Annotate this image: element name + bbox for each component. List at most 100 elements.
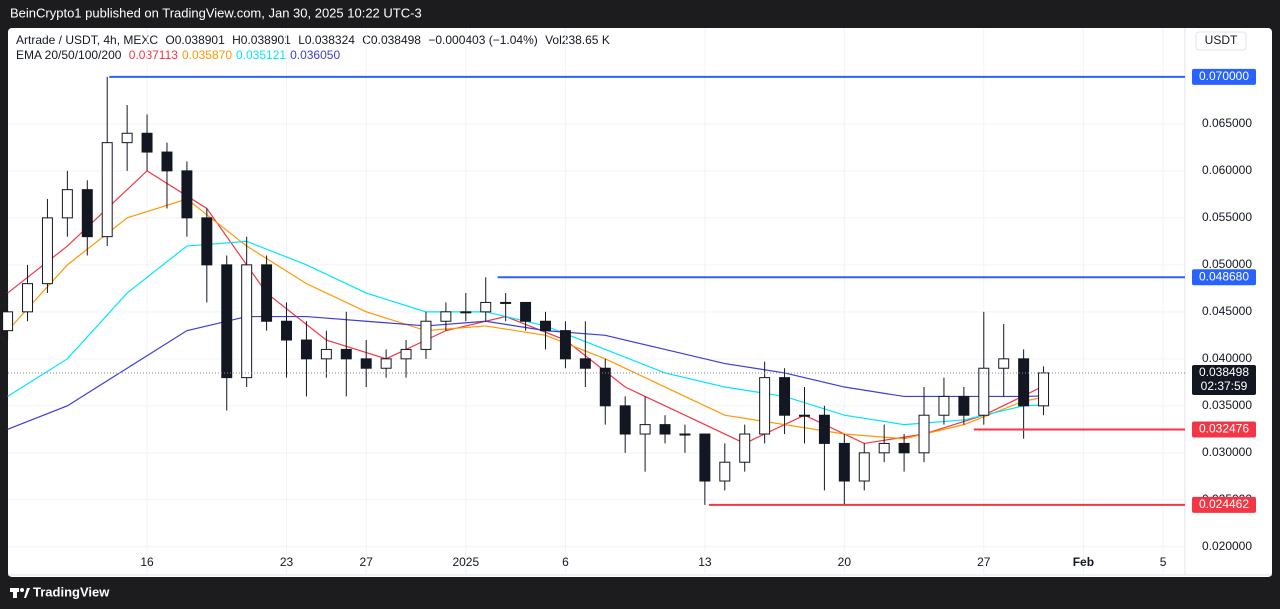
candle-body <box>998 358 1010 369</box>
x-tick-label: 2025 <box>452 555 479 569</box>
level-label-box <box>1192 68 1256 85</box>
candle-body <box>61 189 73 219</box>
candle-body <box>360 358 372 369</box>
candle-body <box>281 320 292 341</box>
candle-body <box>181 170 193 219</box>
level-label: 0.070000 <box>1199 69 1249 83</box>
change: −0.000403 (−1.04%) <box>428 33 537 47</box>
y-tick-label: 0.050000 <box>1202 257 1252 271</box>
candle-body <box>241 264 253 379</box>
candle-body <box>221 264 233 379</box>
last-price-label: 0.038498 <box>1199 365 1249 379</box>
x-tick-label: 16 <box>140 555 154 569</box>
indicator-value: 0.036050 <box>290 48 340 62</box>
legend-line: Artrade / USDT, 4h, MEXC O0.038901 H0.03… <box>16 33 610 47</box>
candle-body <box>400 348 412 360</box>
ema-line <box>7 170 1044 445</box>
candle-body <box>101 142 113 238</box>
level-label-box <box>1192 496 1256 513</box>
candle-body <box>978 367 990 416</box>
y-tick-label: 0.060000 <box>1202 163 1252 177</box>
y-tick-label: 0.035000 <box>1202 398 1252 412</box>
x-tick-label: 23 <box>280 555 294 569</box>
candle-body <box>938 395 950 416</box>
candle-body <box>480 301 492 313</box>
candle-body <box>1038 372 1050 407</box>
y-tick-label: 0.020000 <box>1202 539 1252 553</box>
ohlc: C0.038498 <box>362 33 421 47</box>
candle-body <box>679 433 691 436</box>
candle-body <box>779 377 791 416</box>
x-tick-label: 6 <box>562 555 569 569</box>
indicator-line: EMA 20/50/100/200 0.037113 0.035870 0.0351… <box>16 48 340 62</box>
candle-body <box>799 414 810 417</box>
candle-body <box>340 348 352 360</box>
last-price-time: 02:37:59 <box>1201 379 1248 393</box>
indicator-value: 0.037113 <box>129 48 178 62</box>
candle-body <box>759 377 771 435</box>
candle-body <box>579 358 591 369</box>
x-tick-label: 27 <box>977 555 991 569</box>
x-tick-label: 27 <box>360 555 374 569</box>
candle-body <box>619 405 631 435</box>
ohlc: O0.038901 <box>165 33 225 47</box>
candle-body <box>141 132 153 153</box>
level-label: 0.048680 <box>1199 269 1249 283</box>
candle-body <box>121 132 133 144</box>
candle-body <box>739 433 751 463</box>
x-tick-label: Feb <box>1073 555 1094 569</box>
candle-body <box>559 330 571 360</box>
indicator-label: EMA 20/50/100/200 <box>16 48 122 62</box>
candle-body <box>719 461 731 482</box>
candle-body <box>599 367 611 407</box>
candle-body <box>958 395 970 416</box>
chart-panel <box>8 28 1272 577</box>
publisher: BeinCrypto1 published on TradingView.com… <box>10 5 422 20</box>
x-tick-label: 5 <box>1160 555 1167 569</box>
currency-button[interactable] <box>1195 31 1247 51</box>
candle-body <box>639 424 651 435</box>
candle-body <box>420 320 432 350</box>
candle-body <box>81 189 93 238</box>
indicator-value: 0.035121 <box>236 48 286 62</box>
volume: Vol238.65 K <box>545 33 610 47</box>
candle-body <box>2 311 14 332</box>
brand-logo <box>10 588 30 598</box>
candle-body <box>41 217 53 285</box>
last-price-box <box>1192 364 1256 395</box>
candle-body <box>261 264 273 322</box>
candle-body <box>460 311 472 314</box>
candle-body <box>1018 358 1030 407</box>
currency[interactable]: USDT <box>1205 33 1238 47</box>
candle-body <box>320 348 332 360</box>
candle-body <box>659 424 671 435</box>
candle-body <box>300 339 312 360</box>
y-tick-label: 0.040000 <box>1202 351 1252 365</box>
y-tick-label: 0.030000 <box>1202 445 1252 459</box>
candle-body <box>500 301 512 304</box>
candle-body <box>22 283 34 313</box>
candle-body <box>918 414 930 454</box>
candle-body <box>520 301 532 322</box>
candle-body <box>440 311 452 322</box>
candle-body <box>540 320 551 332</box>
candle-body <box>201 217 213 266</box>
ohlc: H0.038901 <box>232 33 291 47</box>
ohlc: L0.038324 <box>298 33 355 47</box>
candle-body <box>858 452 870 482</box>
symbol-title: Artrade / USDT, 4h, MEXC <box>16 33 158 47</box>
candle-body <box>699 433 711 482</box>
level-label: 0.032476 <box>1199 422 1249 436</box>
candle-body <box>818 414 830 444</box>
candle-body <box>898 442 910 454</box>
level-label-box <box>1192 269 1256 286</box>
level-label-box <box>1192 421 1256 438</box>
x-tick-label: 20 <box>838 555 852 569</box>
level-label: 0.024462 <box>1199 497 1249 511</box>
candle-body <box>380 358 392 369</box>
candle-body <box>838 442 850 482</box>
indicator-value: 0.035870 <box>182 48 232 62</box>
candle-body <box>878 442 890 454</box>
